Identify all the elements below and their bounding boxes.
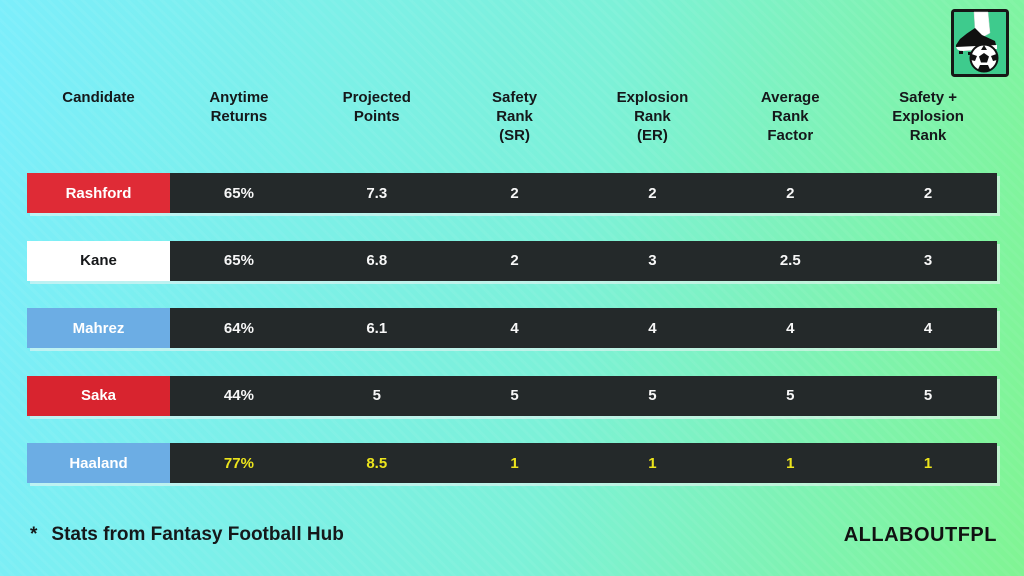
column-header-anytime-returns: Anytime Returns	[209, 89, 269, 125]
stat-cell: 2	[510, 184, 519, 202]
stat-cell: 5	[372, 387, 381, 404]
stat-cell: 1	[510, 454, 519, 472]
candidate-cell: Haaland	[27, 443, 170, 483]
stat-cell: 7.3	[366, 184, 388, 202]
stat-cell: 1	[786, 454, 795, 472]
stat-cell: 8.5	[366, 454, 388, 472]
column-header-average-rank: Average Rank Factor	[760, 89, 820, 144]
stat-cell: 44%	[223, 387, 254, 404]
table-body: Rashford 65% 7.3 2 2 2 2 Kane 65% 6.8 2 …	[27, 173, 997, 483]
footer: * Stats from Fantasy Football Hub ALLABO…	[30, 520, 997, 550]
stat-cell: 4	[786, 319, 795, 337]
table-row: Saka 44% 5 5 5 5 5	[27, 375, 997, 416]
stat-cell: 65%	[223, 252, 254, 269]
stat-cell: 64%	[223, 319, 254, 337]
brand-wordmark: ALLABOUTFPL	[843, 523, 997, 546]
source-note: * Stats from Fantasy Football Hub	[30, 524, 344, 546]
stat-cell: 5	[786, 387, 795, 404]
table-header: Candidate Anytime Returns Projected Poin…	[27, 88, 997, 145]
stat-cell: 2.5	[779, 252, 801, 269]
stat-cell: 65%	[223, 184, 254, 202]
candidate-cell: Mahrez	[27, 308, 170, 348]
stat-cell: 4	[648, 319, 657, 337]
column-header-safety-rank: Safety Rank (SR)	[492, 89, 538, 144]
stat-cell: 2	[510, 252, 519, 269]
stat-cell: 1	[923, 454, 933, 472]
stat-cell: 4	[510, 319, 519, 337]
stat-cell: 5	[648, 387, 657, 404]
stat-cell: 3	[923, 252, 933, 269]
column-header-candidate: Candidate	[62, 89, 135, 106]
stat-cell: 77%	[223, 454, 254, 472]
candidate-cell: Saka	[27, 375, 170, 416]
table-row: Mahrez 64% 6.1 4 4 4 4	[27, 308, 997, 348]
stat-cell: 5	[923, 387, 933, 404]
table-row: Kane 65% 6.8 2 3 2.5 3	[27, 240, 997, 281]
column-header-safety-explosion: Safety + Explosion Rank	[892, 89, 964, 144]
candidate-cell: Rashford	[27, 173, 170, 213]
asterisk: *	[30, 524, 38, 545]
stat-cell: 1	[648, 454, 657, 472]
stat-cell: 6.8	[366, 252, 388, 269]
column-header-explosion-rank: Explosion Rank (ER)	[616, 89, 689, 144]
football-boot-logo-icon	[951, 9, 1009, 77]
source-note-text: Stats from Fantasy Football Hub	[51, 524, 344, 545]
stat-cell: 2	[786, 184, 795, 202]
stat-cell: 6.1	[366, 319, 388, 337]
column-header-projected-points: Projected Points	[342, 89, 411, 125]
stat-cell: 3	[648, 252, 657, 269]
table-row: Rashford 65% 7.3 2 2 2 2	[27, 173, 997, 213]
stat-cell: 5	[510, 387, 519, 404]
stat-cell: 4	[923, 319, 933, 337]
stat-cell: 2	[923, 184, 933, 202]
stat-cell: 2	[648, 184, 657, 202]
table-row: Haaland 77% 8.5 1 1 1 1	[27, 443, 997, 483]
candidate-cell: Kane	[27, 240, 170, 281]
